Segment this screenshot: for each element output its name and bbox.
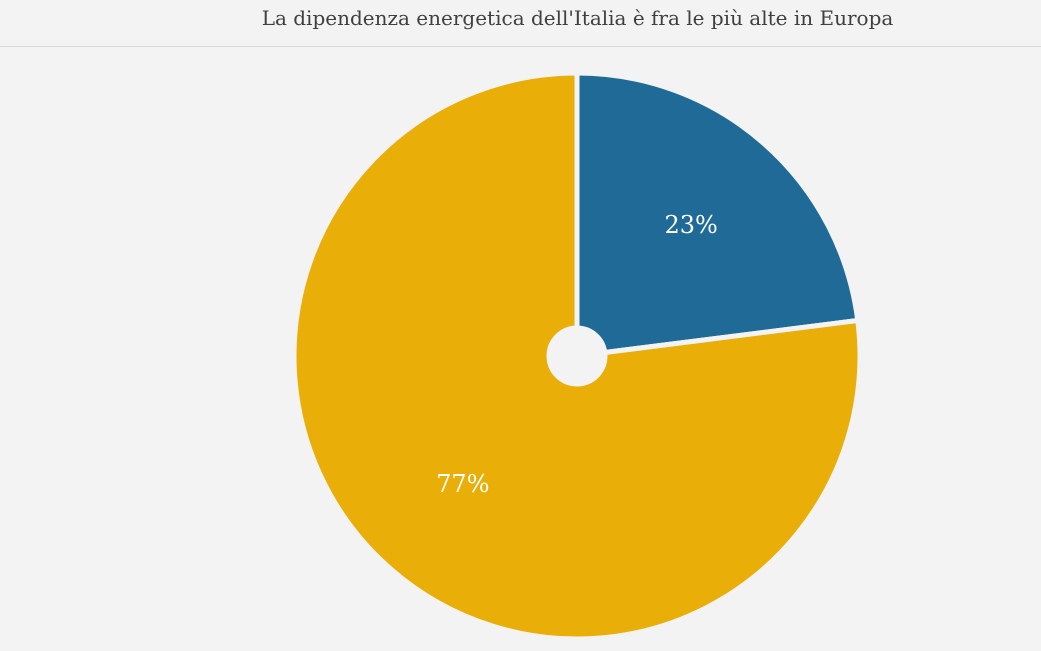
pie-slices <box>291 70 863 642</box>
pie-slice-23 <box>574 70 861 355</box>
pie-slice-label: 77% <box>436 470 489 498</box>
chart-header: La dipendenza energetica dell'Italia è f… <box>0 0 1041 47</box>
pie-slice-label: 23% <box>664 211 717 239</box>
pie-slice-77 <box>291 70 863 642</box>
pie-labels: 23% 77% <box>436 211 718 498</box>
chart-subtitle: La dipendenza energetica dell'Italia è f… <box>261 6 894 30</box>
